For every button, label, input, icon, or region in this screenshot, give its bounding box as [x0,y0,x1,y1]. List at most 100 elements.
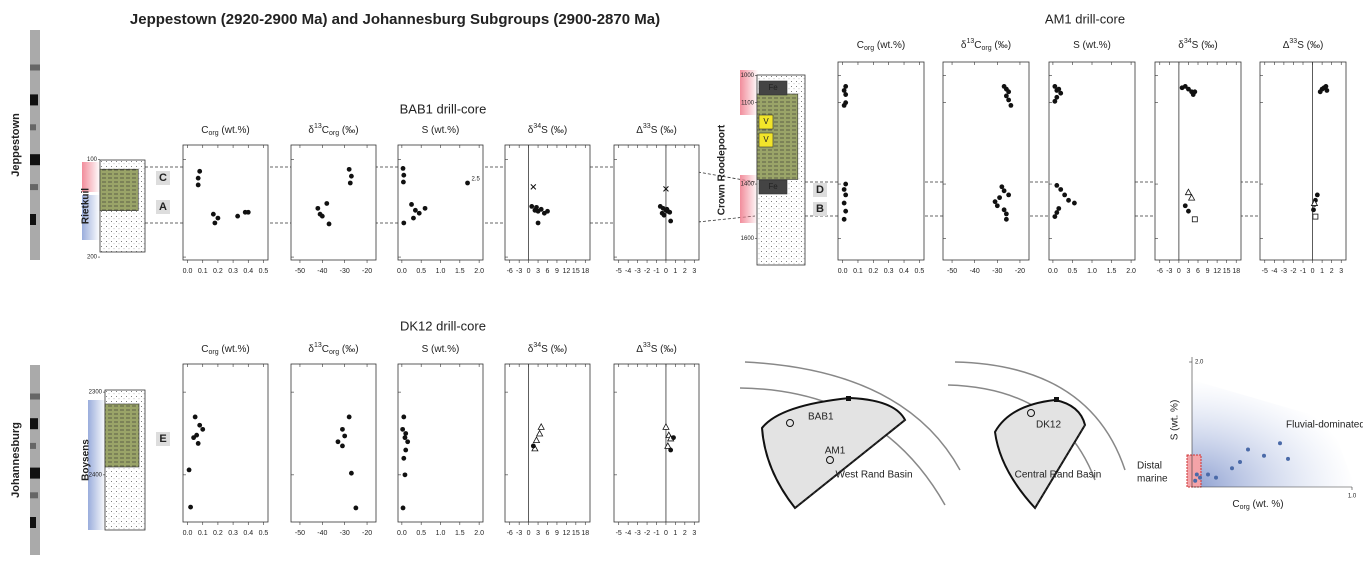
data-point [401,415,406,420]
label-part: org [209,130,219,137]
label-part: org [864,45,874,52]
formation-label: Rietkuil [81,188,92,224]
data-point [465,181,470,186]
log-band [30,443,36,449]
data-point [668,219,673,224]
data-point [1313,214,1318,219]
data-point [401,506,406,511]
site-label: DK12 [1036,420,1061,431]
x-tick-label: -5 [616,268,622,275]
data-point [197,169,202,174]
data-point [997,195,1002,200]
lith-label: Fe [768,83,778,92]
x-tick-label: 0.4 [243,530,253,537]
x-tick-label: 6 [1196,268,1200,275]
data-point [1192,217,1197,222]
x-tick-label: 0.2 [213,268,223,275]
data-point [1056,206,1061,211]
x-tick-label: -6 [507,268,513,275]
formation-label: Crown Roodepoort [717,124,728,215]
lith-label: V [763,117,769,126]
strat-bed [105,404,139,467]
data-point [1004,211,1009,216]
x-tick-label: 0.4 [899,268,909,275]
x-tick-label: 0.0 [1048,268,1058,275]
panel-frame [505,145,590,260]
x-tick-label: 0.5 [416,530,426,537]
region-label: Fluvial-dominated [1286,420,1363,431]
x-tick-label: -4 [1271,268,1277,275]
label-part: (wt.%) [219,125,250,136]
label-part: 33 [1289,38,1297,45]
data-point [529,204,534,209]
depth-tick-label: 1400 [741,182,755,188]
x-tick-label: -30 [340,530,350,537]
x-tick-label: 1.5 [455,268,465,275]
data-point [1054,95,1059,100]
panel-frame [291,364,376,522]
axis-label: S (wt.%) [1073,40,1111,51]
panel-frame [614,145,699,260]
data-point [1186,209,1191,214]
log-band [30,214,36,225]
log-band [30,394,40,400]
x-tick-label: 0 [527,530,531,537]
x-tick-label: -40 [970,268,980,275]
depth-tick-label: 200 [87,255,98,261]
data-point [1262,454,1266,458]
label-part: S (‰) [541,125,567,136]
x-tick-label: 15 [1223,268,1231,275]
data-point [349,174,354,179]
log-band [30,492,38,498]
log-band [30,124,36,130]
data-point [353,506,358,511]
x-tick-label: 2 [683,268,687,275]
label-part: S (‰) [1192,40,1218,51]
data-point [1238,460,1242,464]
x-tick-label: 18 [581,268,589,275]
x-tick-label: -6 [507,530,513,537]
data-point [315,206,320,211]
label-part: (wt.%) [219,344,250,355]
x-tick-label: -20 [362,530,372,537]
label-part: 34 [533,342,541,349]
data-point [842,217,847,222]
label-part: C [974,40,981,51]
subgroup-label: Johannesburg [10,422,22,498]
lith-label: V [763,135,769,144]
log-band [30,184,38,190]
x-tick-label: -30 [340,268,350,275]
x-tick-label: 0.1 [198,268,208,275]
axis-label: δ13Corg (‰) [961,38,1011,52]
depth-tick-label: 1000 [741,73,755,79]
basin-label: Central Rand Basin [1015,470,1102,481]
data-point [235,214,240,219]
x-tick-label: -3 [634,268,640,275]
data-point [1066,198,1071,203]
axis-label: Corg (wt.%) [201,344,249,357]
data-point [200,427,205,432]
axis-label: δ13Corg (‰) [308,342,358,356]
unit-label: E [159,433,166,445]
data-point [1054,210,1059,215]
axis-label: Δ33S (‰) [636,342,677,354]
x-tick-label: -50 [947,268,957,275]
panel-frame [398,364,483,522]
x-tick-label: -3 [634,530,640,537]
map-central-rand: DK12 Central Rand Basin [948,362,1125,508]
data-point [411,216,416,221]
data-point [400,427,405,432]
x-tick-label: -3 [516,530,522,537]
x-tick-label: 1 [673,268,677,275]
figure: Jeppestown (2920-2900 Ma) and Johannesbu… [0,0,1363,562]
data-point [417,211,422,216]
x-tick-label: -1 [653,268,659,275]
x-tick-label: -40 [317,530,327,537]
x-tick-label: 12 [1213,268,1221,275]
data-point [1006,193,1011,198]
x-tick-label: 0.5 [259,268,269,275]
x-tick-label: 3 [536,268,540,275]
data-point [1278,441,1282,445]
x-tick-label: 0 [664,530,668,537]
label-part: S (wt.%) [422,344,460,355]
